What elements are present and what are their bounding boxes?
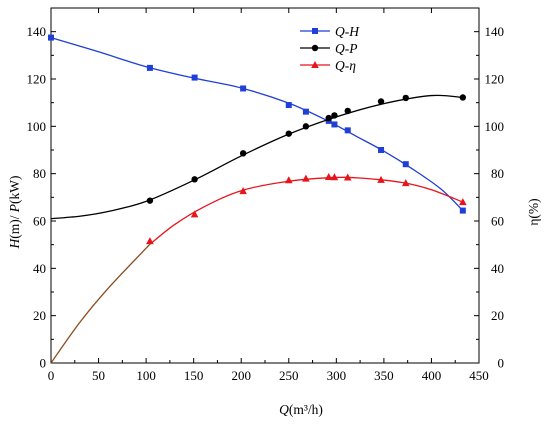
data-point xyxy=(330,173,339,181)
data-point xyxy=(344,107,351,115)
y-tick-label-right: 120 xyxy=(485,72,505,87)
series-square xyxy=(48,34,466,214)
data-point xyxy=(343,173,352,181)
y-tick-label-left: 40 xyxy=(33,261,46,276)
legend-marker xyxy=(312,28,318,34)
data-point xyxy=(146,64,153,71)
data-point xyxy=(302,123,310,130)
y-tick-label-right: 100 xyxy=(485,119,505,134)
data-point xyxy=(302,174,310,182)
legend-label: Q-H xyxy=(335,24,360,39)
series-triangle xyxy=(50,172,467,364)
x-axis-title: Q(m³/h) xyxy=(279,402,323,417)
y-tick-label-left: 120 xyxy=(27,72,47,87)
legend-label: Q-P xyxy=(335,41,358,56)
data-point xyxy=(146,237,154,245)
legend-label: Q-η xyxy=(335,58,356,73)
data-point xyxy=(459,198,467,206)
y-tick-label-right: 60 xyxy=(491,214,504,229)
y-tick-label-left: 80 xyxy=(33,166,46,181)
data-point xyxy=(325,114,332,122)
x-tick-label: 150 xyxy=(184,368,204,383)
data-point xyxy=(377,98,385,105)
y-axis-title-left: H(m)/ P(kW) xyxy=(7,175,22,249)
data-point xyxy=(331,112,338,119)
legend-item: Q-η xyxy=(300,58,356,73)
data-point xyxy=(191,74,198,81)
data-point xyxy=(239,187,247,195)
y-tick-label-right: 80 xyxy=(491,166,504,181)
x-tick-label: 100 xyxy=(136,368,156,383)
y-tick-label-right: 20 xyxy=(491,308,504,323)
data-point xyxy=(239,150,247,157)
data-point xyxy=(402,94,409,102)
data-point xyxy=(324,172,333,180)
y-tick-label-left: 60 xyxy=(33,214,46,229)
data-point xyxy=(190,210,199,218)
y-tick-label-right: 0 xyxy=(498,356,505,371)
legend-marker xyxy=(311,44,319,52)
data-point xyxy=(48,34,54,41)
data-point xyxy=(459,94,467,101)
axes: 0 50 100 150 200 250 300 350 400 4500204060801001… xyxy=(27,7,505,383)
legend: Q-H Q-P Q-η xyxy=(300,24,360,73)
y-tick-label-left: 100 xyxy=(27,119,47,134)
x-tick-label: 50 xyxy=(92,368,105,383)
x-tick-label: 0 xyxy=(48,368,55,383)
legend-item: Q-H xyxy=(300,24,360,39)
x-tick-label: 450 xyxy=(469,368,489,383)
data-point xyxy=(344,127,351,134)
x-tick-label: 400 xyxy=(422,368,442,383)
y-tick-label-left: 0 xyxy=(40,356,47,371)
data-point xyxy=(378,147,385,153)
series-line-low-segment xyxy=(50,243,151,364)
legend-marker xyxy=(311,61,319,68)
data-point xyxy=(459,207,466,214)
data-point xyxy=(377,175,385,183)
y-tick-label-right: 140 xyxy=(485,24,505,39)
y-axis-title-right: η(%) xyxy=(526,198,541,225)
data-point xyxy=(146,197,154,204)
series-line xyxy=(50,36,464,212)
series-line xyxy=(149,176,464,245)
x-tick-label: 250 xyxy=(279,368,299,383)
data-point xyxy=(401,179,410,187)
y-tick-label-left: 140 xyxy=(27,24,47,39)
data-point xyxy=(285,102,292,109)
legend-item: Q-P xyxy=(300,41,358,56)
data-point xyxy=(191,176,198,183)
x-tick-label: 200 xyxy=(231,368,251,383)
x-tick-label: 300 xyxy=(327,368,347,383)
series-line xyxy=(50,94,463,220)
data-point xyxy=(331,121,338,128)
x-tick-label: 350 xyxy=(374,368,394,383)
y-tick-label-right: 40 xyxy=(491,261,504,276)
series-circle xyxy=(50,94,467,220)
y-tick-label-left: 20 xyxy=(33,308,46,323)
data-point xyxy=(284,176,293,184)
data-point xyxy=(302,108,309,115)
data-point xyxy=(285,130,292,137)
series-layer xyxy=(48,34,467,364)
data-point xyxy=(402,161,409,168)
data-point xyxy=(240,85,247,92)
